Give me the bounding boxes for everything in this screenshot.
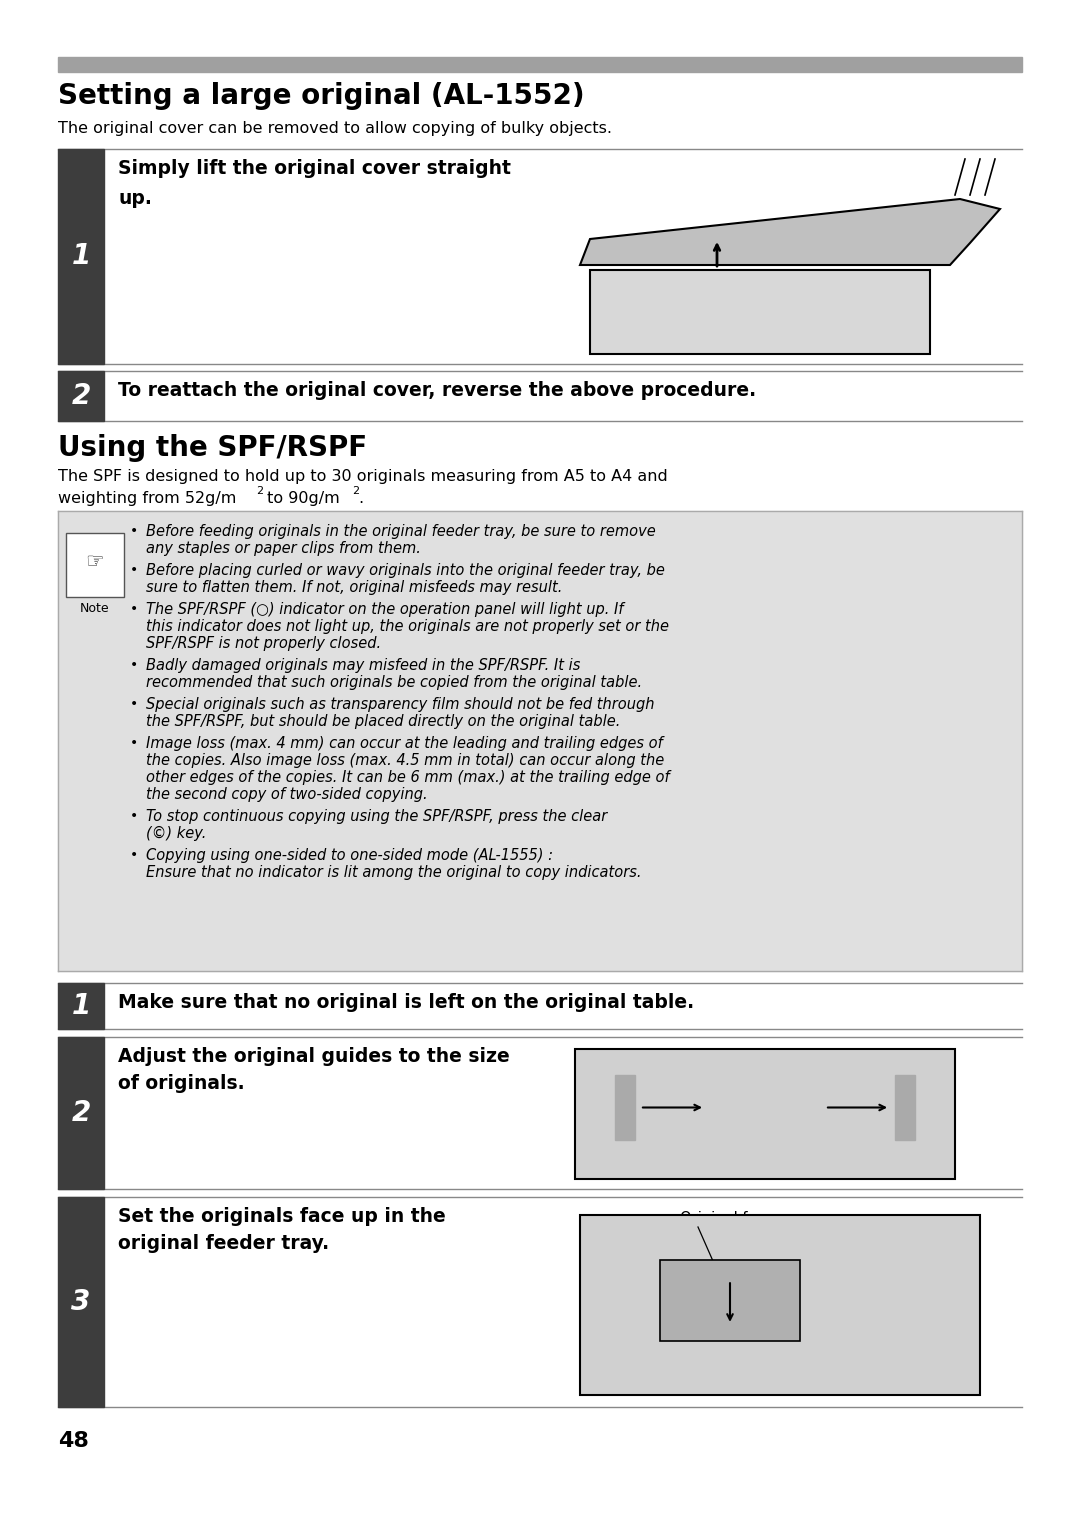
Text: The SPF/RSPF (○) indicator on the operation panel will light up. If: The SPF/RSPF (○) indicator on the operat… [146,602,623,618]
Text: Adjust the original guides to the size
of originals.: Adjust the original guides to the size o… [118,1047,510,1093]
Text: Simply lift the original cover straight
up.: Simply lift the original cover straight … [118,159,511,208]
FancyBboxPatch shape [575,1049,955,1179]
Text: •: • [130,735,138,751]
Bar [615,1075,635,1141]
Text: recommended that such originals be copied from the original table.: recommended that such originals be copie… [146,674,643,690]
Text: Setting a large original (AL-1552): Setting a large original (AL-1552) [58,83,584,110]
Bar [66,534,124,596]
Bar [58,511,1022,971]
Text: Using the SPF/RSPF: Using the SPF/RSPF [58,434,367,462]
Bar [58,148,104,364]
Text: the copies. Also image loss (max. 4.5 mm in total) can occur along the: the copies. Also image loss (max. 4.5 mm… [146,752,664,768]
Text: 48: 48 [58,1431,89,1451]
Text: this indicator does not light up, the originals are not properly set or the: this indicator does not light up, the or… [146,619,669,635]
Text: To reattach the original cover, reverse the above procedure.: To reattach the original cover, reverse … [118,381,756,401]
Text: Image loss (max. 4 mm) can occur at the leading and trailing edges of: Image loss (max. 4 mm) can occur at the … [146,735,663,751]
Text: 2: 2 [71,382,91,410]
FancyBboxPatch shape [660,1260,800,1341]
Text: Original face up: Original face up [680,1211,797,1226]
Bar [58,57,1022,72]
Text: The SPF is designed to hold up to 30 originals measuring from A5 to A4 and: The SPF is designed to hold up to 30 ori… [58,469,667,485]
Text: •: • [130,697,138,711]
Text: Badly damaged originals may misfeed in the SPF/RSPF. It is: Badly damaged originals may misfeed in t… [146,657,580,673]
Text: Copying using one-sided to one-sided mode (AL-1555) :: Copying using one-sided to one-sided mod… [146,849,553,862]
FancyBboxPatch shape [590,271,930,355]
Text: •: • [130,563,138,576]
Text: The original cover can be removed to allow copying of bulky objects.: The original cover can be removed to all… [58,121,612,136]
Text: 3: 3 [71,1287,91,1316]
Text: to 90g/m: to 90g/m [262,491,340,506]
Text: 2: 2 [352,486,360,495]
Text: •: • [130,524,138,538]
Text: Ensure that no indicator is lit among the original to copy indicators.: Ensure that no indicator is lit among th… [146,865,642,881]
Text: •: • [130,602,138,616]
FancyBboxPatch shape [580,1216,980,1394]
Bar [895,1075,915,1141]
Text: Before placing curled or wavy originals into the original feeder tray, be: Before placing curled or wavy originals … [146,563,665,578]
Text: sure to flatten them. If not, original misfeeds may result.: sure to flatten them. If not, original m… [146,579,563,595]
Text: .: . [357,491,363,506]
Text: Before feeding originals in the original feeder tray, be sure to remove: Before feeding originals in the original… [146,524,656,540]
Text: •: • [130,849,138,862]
Text: other edges of the copies. It can be 6 mm (max.) at the trailing edge of: other edges of the copies. It can be 6 m… [146,771,670,784]
Text: To stop continuous copying using the SPF/RSPF, press the clear: To stop continuous copying using the SPF… [146,809,607,824]
Text: •: • [130,809,138,823]
Text: 2: 2 [256,486,264,495]
Text: 1: 1 [71,243,91,271]
Text: any staples or paper clips from them.: any staples or paper clips from them. [146,541,421,557]
Text: •: • [130,657,138,673]
Text: the second copy of two-sided copying.: the second copy of two-sided copying. [146,787,428,803]
Text: Set the originals face up in the
original feeder tray.: Set the originals face up in the origina… [118,1206,446,1254]
Text: weighting from 52g/m: weighting from 52g/m [58,491,237,506]
Text: 1: 1 [71,992,91,1020]
Text: the SPF/RSPF, but should be placed directly on the original table.: the SPF/RSPF, but should be placed direc… [146,714,620,729]
Text: (©) key.: (©) key. [146,826,206,841]
Bar [58,983,104,1029]
Bar [58,372,104,420]
Text: SPF/RSPF is not properly closed.: SPF/RSPF is not properly closed. [146,636,381,651]
Text: 2: 2 [71,1099,91,1127]
Text: Note: Note [80,602,110,615]
Text: ☞: ☞ [85,552,105,572]
Bar [58,1197,104,1407]
Bar [58,1037,104,1190]
Text: Special originals such as transparency film should not be fed through: Special originals such as transparency f… [146,697,654,713]
Polygon shape [580,199,1000,265]
Text: Make sure that no original is left on the original table.: Make sure that no original is left on th… [118,992,694,1012]
